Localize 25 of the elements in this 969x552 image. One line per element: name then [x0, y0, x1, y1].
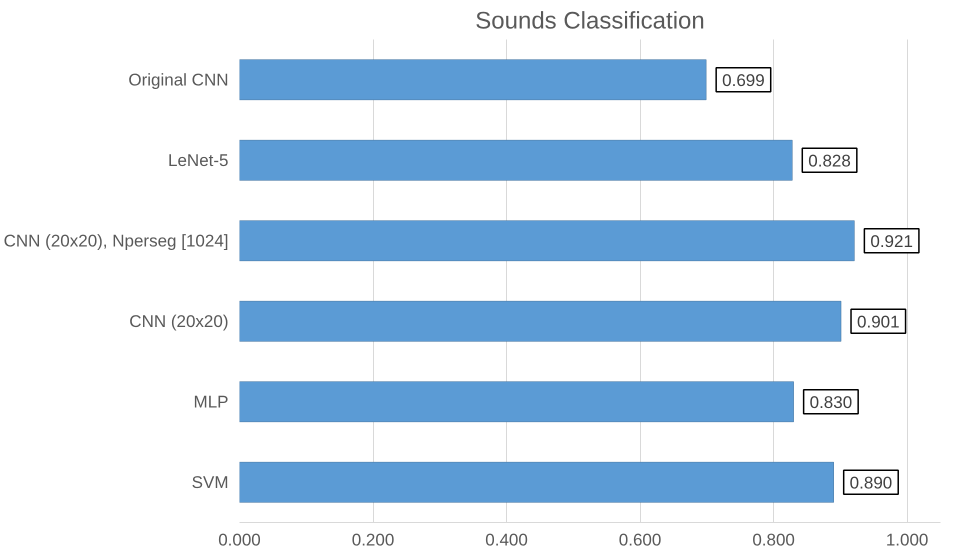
y-tick-label: MLP — [194, 392, 229, 412]
y-tick-label: SVM — [192, 472, 229, 492]
data-label: 0.921 — [870, 232, 913, 251]
chart-title: Sounds Classification — [475, 8, 705, 34]
bar — [240, 462, 834, 503]
data-label: 0.901 — [857, 312, 900, 332]
x-tick-label: 0.800 — [752, 530, 795, 550]
data-label: 0.699 — [722, 70, 765, 90]
bar — [240, 140, 793, 181]
y-tick-label: Original CNN — [128, 70, 229, 90]
x-tick-label: 0.200 — [352, 530, 394, 550]
data-label: 0.828 — [808, 151, 851, 170]
x-tick-label: 1.000 — [886, 530, 928, 550]
bar — [240, 59, 706, 100]
y-tick-label: LeNet-5 — [168, 150, 229, 170]
x-tick-label: 0.000 — [218, 530, 261, 550]
bar — [240, 300, 842, 342]
x-tick-label: 0.400 — [485, 530, 528, 550]
data-label: 0.890 — [850, 473, 892, 492]
y-tick-label: CNN (20x20) — [129, 312, 229, 331]
data-label: 0.830 — [810, 392, 852, 412]
x-tick-label: 0.600 — [618, 530, 662, 550]
y-tick-label: CNN (20x20), Nperseg [1024] — [4, 231, 229, 250]
bar — [240, 220, 855, 262]
bar — [240, 381, 794, 422]
